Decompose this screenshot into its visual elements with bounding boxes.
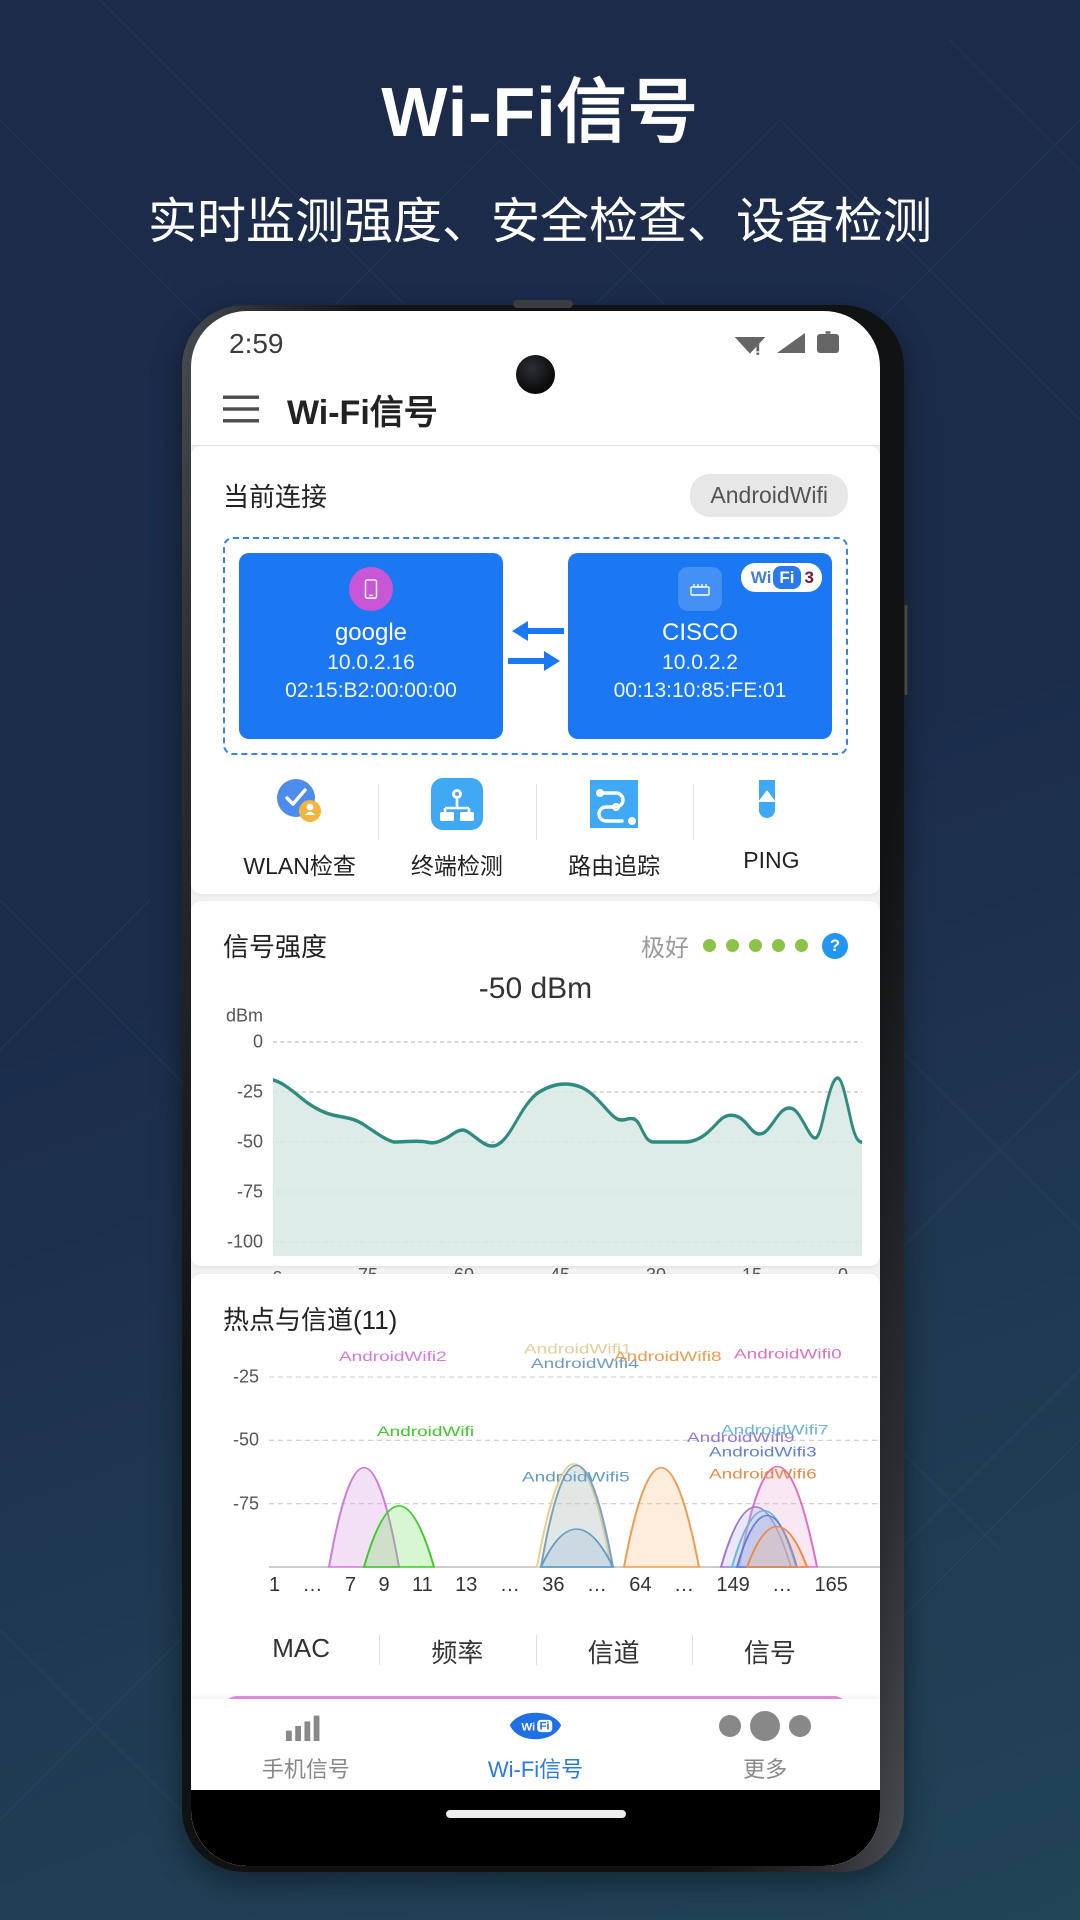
svg-text:AndroidWifi8: AndroidWifi8 [614,1348,722,1364]
svg-text:AndroidWifi5: AndroidWifi5 [522,1469,630,1485]
svg-text:AndroidWifi6: AndroidWifi6 [709,1466,817,1482]
svg-text:AndroidWifi0: AndroidWifi0 [734,1346,842,1362]
svg-text:AndroidWifi2: AndroidWifi2 [339,1348,447,1364]
svg-text:Fi: Fi [539,1721,549,1733]
svg-text:Wi: Wi [521,1721,535,1733]
svg-text:AndroidWifi7: AndroidWifi7 [721,1422,829,1438]
svg-text:AndroidWifi3: AndroidWifi3 [709,1444,817,1460]
svg-text:AndroidWifi: AndroidWifi [377,1423,474,1439]
